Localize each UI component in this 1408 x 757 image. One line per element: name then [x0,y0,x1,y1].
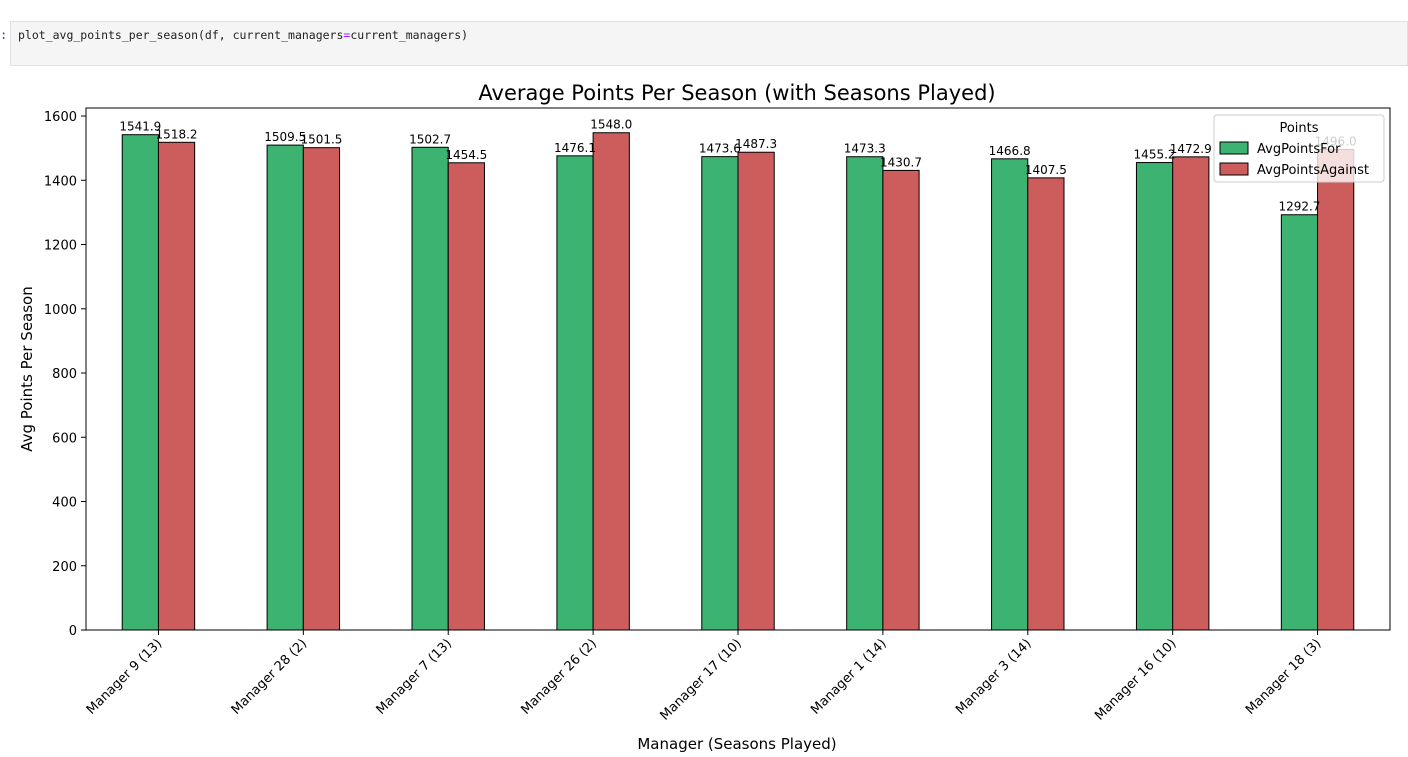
x-tick-label: Manager 3 (14) [953,636,1034,717]
cell-prompt: : [0,28,8,42]
data-label: 1548.0 [590,118,632,132]
legend: Points AvgPointsFor AvgPointsAgainst [1213,114,1385,183]
legend-entry: AvgPointsFor [1257,142,1341,157]
plot-area: 0 200 400 600 800 1000 1200 1400 1600 1541.91518.… [44,107,1391,724]
bar-avg-points-against [882,169,920,631]
chart-title: Average Points Per Season (with Seasons … [478,81,995,105]
bar-avg-points-for [411,146,449,631]
code-cell[interactable]: plot_avg_points_per_season(df, current_m… [10,21,1408,66]
bar-avg-points-for [121,134,159,631]
code-line: plot_avg_points_per_season(df, current_m… [18,28,468,42]
legend-swatch [1219,162,1249,176]
bar-avg-points-against [592,132,630,631]
data-label: 1518.2 [156,127,198,141]
y-tick-label: 1200 [44,239,77,254]
bar-avg-points-against [1027,177,1065,631]
x-tick-label: Manager 9 (13) [84,636,165,717]
bar-avg-points-for [1135,162,1174,631]
bar-avg-points-against [737,151,775,631]
y-tick-label: 1400 [44,174,77,189]
bar-avg-points-against [157,141,196,631]
bar-avg-points-against [1172,156,1210,631]
data-label: 1473.3 [844,142,886,156]
code-function-call: plot_avg_points_per_season(df, current_m… [18,28,344,42]
bar-avg-points-for [556,155,594,631]
y-tick-label: 0 [69,624,77,639]
data-label: 1466.8 [989,144,1031,158]
x-tick-label: Manager 18 (3) [1243,636,1324,717]
data-label: 1509.5 [264,130,306,144]
x-tick-label: Manager 7 (13) [374,636,455,717]
x-tick-label: Manager 16 (10) [1092,636,1179,723]
y-tick-label: 400 [52,496,77,511]
bar-avg-points-for [701,156,739,631]
legend-swatch [1219,141,1249,155]
y-axis-label: Avg Points Per Season [18,286,36,452]
x-tick-label: Manager 26 (2) [518,636,599,717]
data-label: 1407.5 [1025,163,1067,177]
data-label: 1430.7 [880,155,922,169]
code-argument: current_managers) [350,28,469,42]
bar-avg-points-for [1280,214,1319,631]
bar-avg-points-against [447,162,485,631]
x-axis-label: Manager (Seasons Played) [637,735,836,753]
legend-entry: AvgPointsAgainst [1257,163,1369,178]
data-label: 1473.6 [699,142,741,156]
bar-avg-points-for [846,156,884,631]
axes-frame [85,107,1391,631]
data-label: 1501.5 [300,133,342,147]
bar-avg-points-for [266,144,304,631]
data-label: 1454.5 [445,148,487,162]
legend-title: Points [1279,121,1318,136]
x-tick-label: Manager 1 (14) [808,636,889,717]
x-tick-label: Manager 17 (10) [658,636,745,723]
y-tick-label: 800 [52,367,77,382]
data-label: 1502.7 [409,132,451,146]
y-tick-label: 1000 [44,303,77,318]
y-tick-label: 200 [52,560,77,575]
data-label: 1292.7 [1278,200,1320,214]
data-label: 1487.3 [735,137,777,151]
bar-avg-points-for [991,158,1029,631]
data-label: 1472.9 [1170,142,1212,156]
data-label: 1476.1 [554,141,596,155]
x-tick-label: Manager 28 (2) [229,636,310,717]
code-operator: = [343,28,351,42]
bar-avg-points-against [302,147,341,631]
bar-avg-points-against [1317,148,1355,631]
y-tick-label: 600 [52,431,77,446]
data-label: 1541.9 [119,120,161,134]
data-label: 1455.2 [1134,148,1176,162]
y-tick-label: 1600 [44,110,77,125]
legend-box [1213,114,1385,183]
